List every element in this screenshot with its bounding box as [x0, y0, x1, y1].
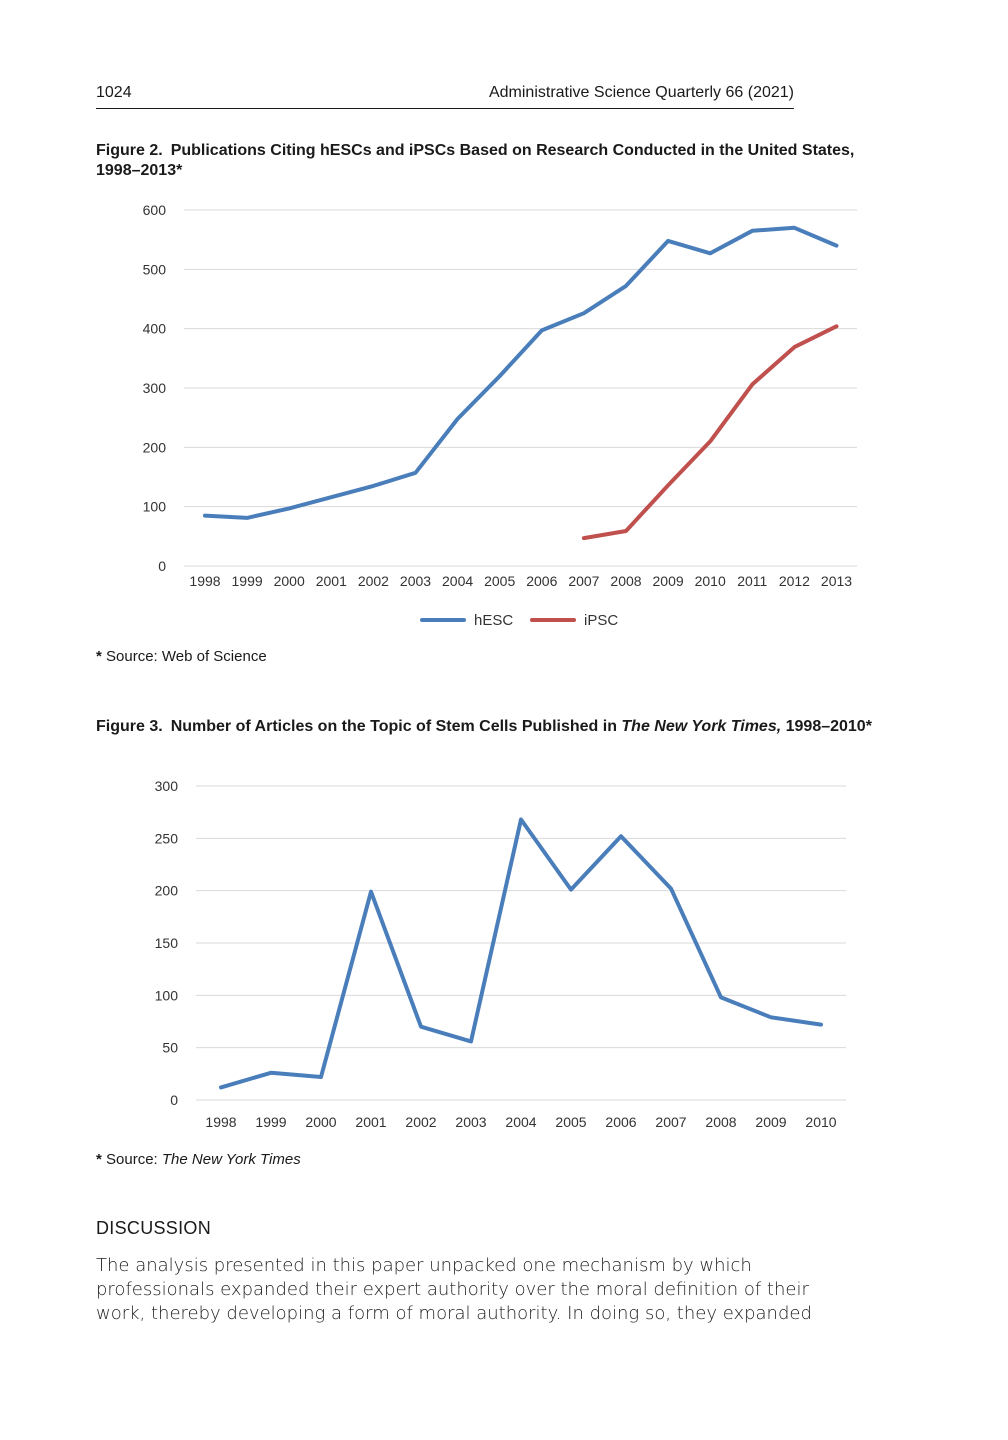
legend-item-ipsc: iPSC [532, 612, 618, 629]
x-tick-label: 2003 [455, 1114, 486, 1130]
x-tick-label: 2003 [400, 573, 431, 589]
x-tick-label: 2010 [695, 573, 726, 589]
y-tick-label: 300 [155, 778, 179, 794]
source-asterisk: * [96, 1151, 102, 1168]
x-tick-label: 2005 [555, 1114, 586, 1130]
x-tick-label: 1999 [255, 1114, 286, 1130]
x-tick-label: 2013 [821, 573, 852, 589]
figure-3-title-post: 1998–2010* [781, 718, 872, 735]
figure-2-chart: 0 100 200 300 400 500 600 1998 1999 2000 2001 2002 2… [0, 195, 1008, 635]
x-tick-label: 2009 [653, 573, 684, 589]
x-tick-label: 1998 [205, 1114, 236, 1130]
figure-3-label: Figure 3. [96, 718, 163, 735]
y-tick-label: 400 [143, 321, 167, 337]
source-asterisk: * [96, 648, 102, 665]
chart-legend: hESC iPSC [422, 612, 618, 629]
x-tick-label: 2007 [568, 573, 599, 589]
figure-3-source-italic: The New York Times [162, 1151, 301, 1168]
series-line-hesc [205, 228, 837, 518]
running-header: 1024 Administrative Science Quarterly 66… [96, 84, 794, 109]
x-tick-label: 2006 [526, 573, 557, 589]
x-tick-label: 2008 [705, 1114, 736, 1130]
x-tick-label: 2001 [355, 1114, 386, 1130]
figure-3-source-prefix: Source: [106, 1151, 162, 1168]
x-tick-label: 2000 [274, 573, 305, 589]
figure-2-source: * Source: Web of Science [96, 648, 267, 665]
section-title-discussion: DISCUSSION [96, 1218, 211, 1239]
x-tick-label: 2002 [358, 573, 389, 589]
y-tick-label: 0 [158, 558, 166, 574]
x-tick-label: 2009 [755, 1114, 786, 1130]
x-tick-label: 2002 [405, 1114, 436, 1130]
x-tick-label: 2012 [779, 573, 810, 589]
y-tick-label: 200 [143, 439, 167, 455]
page-number: 1024 [96, 84, 132, 102]
x-tick-label: 2011 [737, 573, 767, 589]
figure-3-title-italic: The New York Times, [621, 718, 781, 735]
figure-2-source-text: Source: Web of Science [106, 648, 267, 665]
figure-2-title: Publications Citing hESCs and iPSCs Base… [96, 142, 854, 179]
legend-label: hESC [474, 612, 513, 629]
figure-2-label: Figure 2. [96, 142, 163, 159]
x-tick-label: 2006 [605, 1114, 636, 1130]
y-tick-label: 500 [143, 261, 167, 277]
x-tick-label: 2004 [442, 573, 473, 589]
y-tick-label: 100 [143, 499, 167, 515]
y-tick-label: 100 [155, 987, 179, 1003]
x-tick-label: 1998 [189, 573, 220, 589]
journal-citation: Administrative Science Quarterly 66 (202… [489, 84, 794, 102]
paragraph-line: work, thereby developing a form of moral… [96, 1302, 816, 1326]
y-tick-label: 300 [143, 380, 167, 396]
figure-2-caption: Figure 2. Publications Citing hESCs and i… [96, 141, 896, 181]
legend-label: iPSC [584, 612, 618, 629]
y-tick-label: 50 [162, 1040, 178, 1056]
x-tick-label: 2005 [484, 573, 515, 589]
x-tick-label: 2004 [505, 1114, 536, 1130]
legend-item-hesc: hESC [422, 612, 513, 629]
figure-3-chart: 0 50 100 150 200 250 300 1998 1999 2000 2001 2002 20… [0, 770, 1008, 1140]
paragraph-line: The analysis presented in this paper unp… [96, 1254, 816, 1278]
figure-3-caption: Figure 3. Number of Articles on the Topic… [96, 717, 896, 737]
y-tick-label: 0 [170, 1092, 178, 1108]
y-tick-label: 600 [143, 202, 167, 218]
x-tick-label: 2010 [805, 1114, 836, 1130]
discussion-paragraph: The analysis presented in this paper unp… [96, 1254, 816, 1326]
x-tick-label: 2001 [316, 573, 347, 589]
figure-3-source: * Source: The New York Times [96, 1151, 301, 1168]
x-tick-label: 2007 [655, 1114, 686, 1130]
x-tick-label: 2000 [305, 1114, 336, 1130]
x-tick-label: 2008 [610, 573, 641, 589]
y-tick-label: 200 [155, 883, 179, 899]
paragraph-line: professionals expanded their expert auth… [96, 1278, 816, 1302]
y-tick-label: 150 [155, 935, 179, 951]
y-tick-label: 250 [155, 830, 179, 846]
figure-3-title-pre: Number of Articles on the Topic of Stem … [171, 718, 622, 735]
x-tick-label: 1999 [232, 573, 263, 589]
